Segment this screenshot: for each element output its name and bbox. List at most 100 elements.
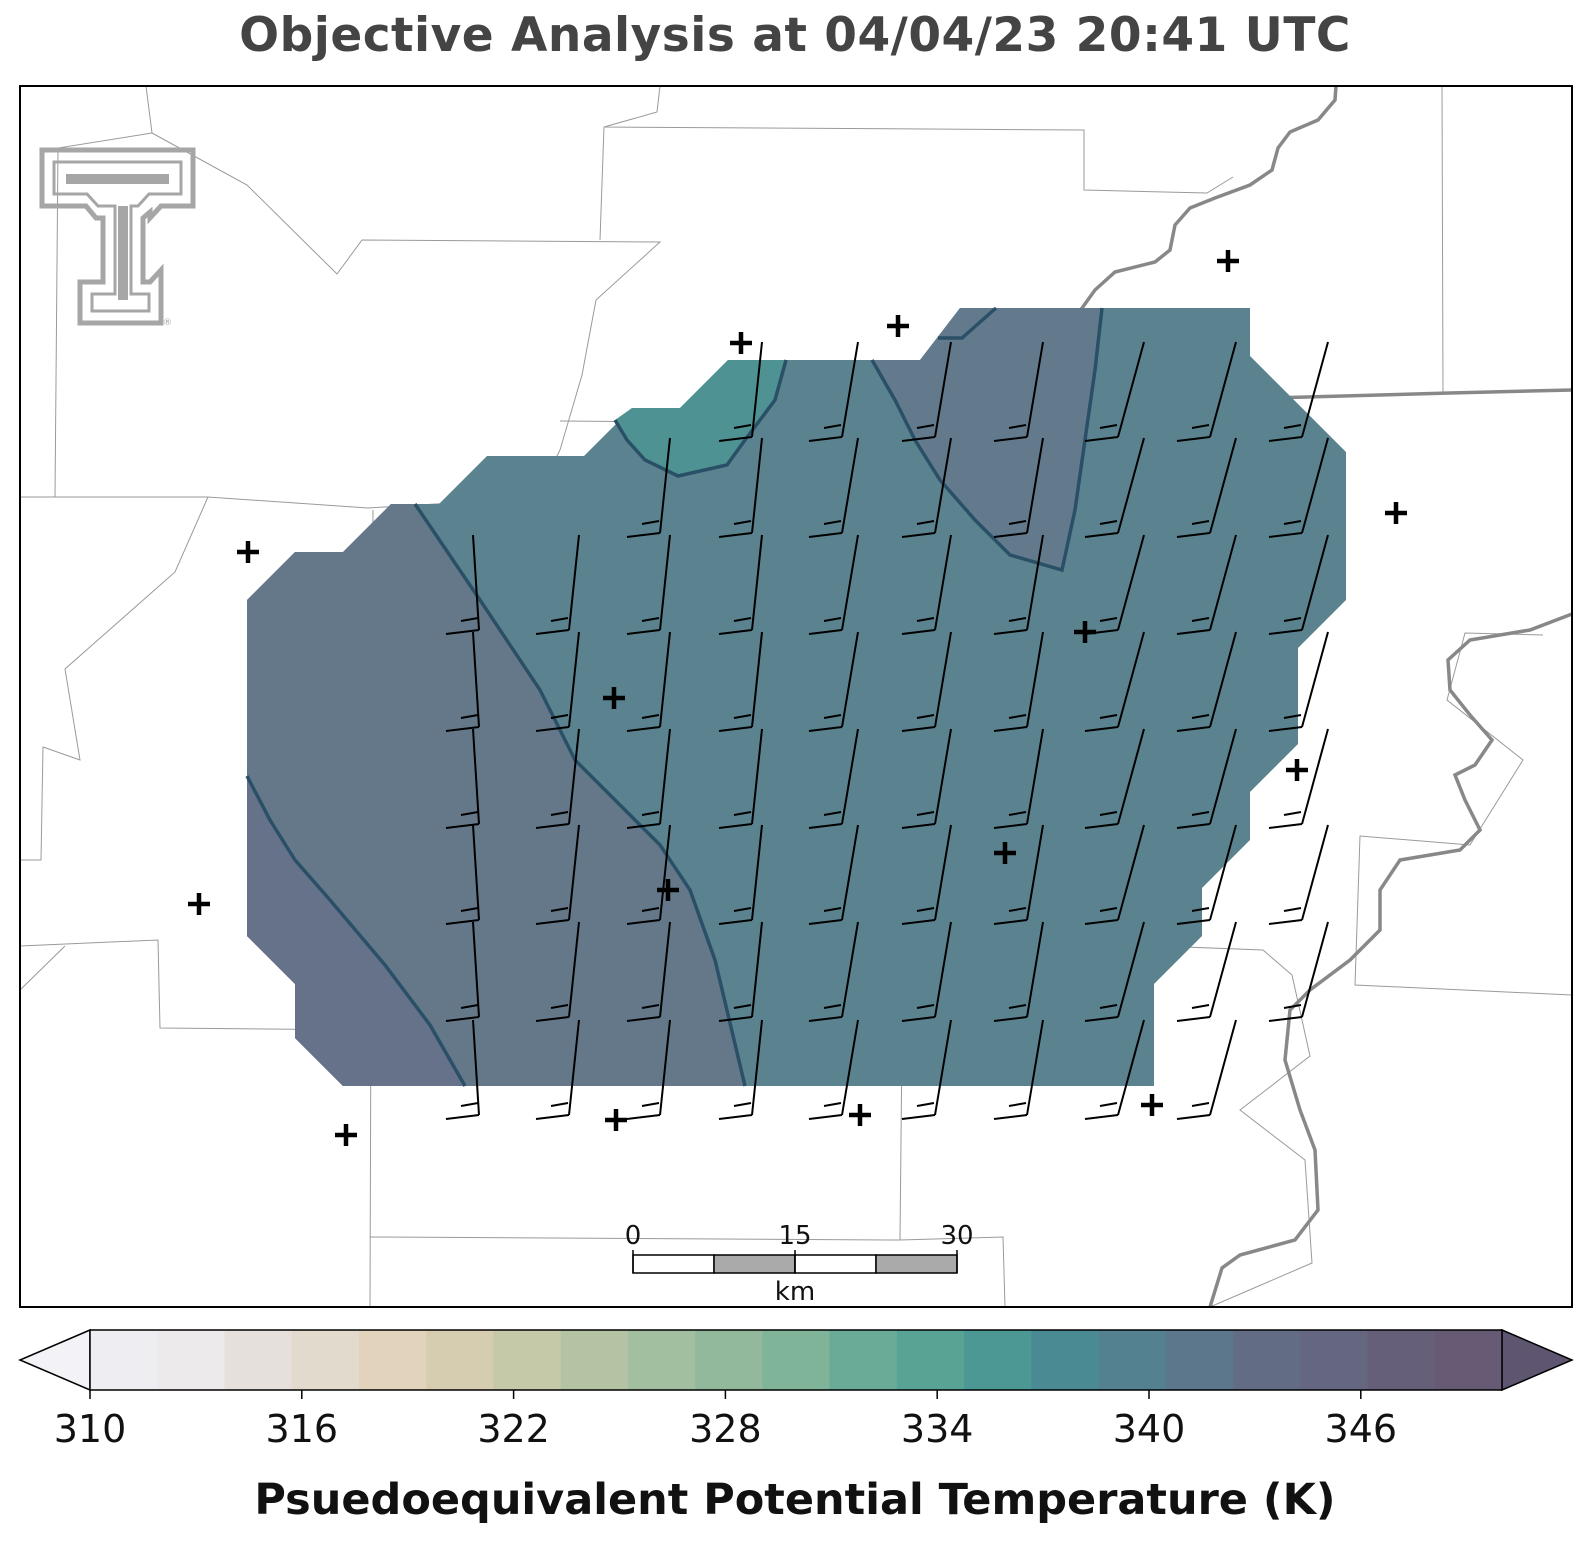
wind-barb	[993, 534, 1044, 635]
colorbar-extend-high	[1501, 1328, 1574, 1392]
wind-barb	[1176, 1019, 1237, 1120]
theta-e-fill-north	[615, 360, 786, 476]
wind-barb	[535, 534, 580, 635]
page-title: Objective Analysis at 04/04/23 20:41 UTC	[239, 8, 1351, 63]
colorbar-swatch	[1233, 1330, 1301, 1390]
wind-barb	[445, 631, 480, 732]
plus-icon	[887, 315, 909, 337]
colorbar-swatch	[493, 1330, 562, 1390]
colorbar-tick-label: 328	[689, 1407, 762, 1451]
wind-barb	[626, 824, 671, 925]
wind-barb	[1268, 631, 1329, 732]
wind-barb	[1084, 921, 1145, 1022]
wind-barb	[1268, 437, 1329, 538]
colorbar-swatch	[291, 1330, 360, 1390]
wind-barb	[1176, 728, 1237, 829]
wind-barb	[1268, 824, 1329, 925]
colorbar-tick-label: 322	[477, 1407, 550, 1451]
colorbar-label: Psuedoequivalent Potential Temperature (…	[254, 1475, 1336, 1525]
wind-barb	[993, 1019, 1044, 1120]
colorbar-swatch	[1098, 1330, 1167, 1390]
wind-barb	[1084, 341, 1145, 442]
wind-barb	[901, 437, 952, 538]
colorbar-tick-label: 340	[1113, 1407, 1186, 1451]
wind-barb	[901, 824, 952, 925]
plus-icon	[1385, 502, 1407, 524]
wind-barb	[1176, 631, 1237, 732]
wind-barb	[1268, 341, 1329, 442]
wind-barb	[718, 921, 763, 1022]
wind-barb	[808, 921, 859, 1022]
colorbar-swatch	[829, 1330, 898, 1390]
plus-icon	[1286, 759, 1308, 781]
plus-icon	[335, 1124, 357, 1146]
theta-e-fill-west	[247, 504, 745, 1086]
wind-barb	[1176, 341, 1237, 442]
colorbar-swatch	[695, 1330, 763, 1390]
plus-icon	[605, 1109, 627, 1131]
wind-barb	[1176, 824, 1237, 925]
plus-icon	[1217, 250, 1239, 272]
colorbar-swatch	[90, 1330, 158, 1390]
wind-barb	[993, 921, 1044, 1022]
wind-barb	[808, 631, 859, 732]
plus-icon	[730, 332, 752, 354]
colorbar-swatch	[627, 1330, 696, 1390]
plus-icon	[237, 541, 259, 563]
wind-barb	[445, 1019, 480, 1120]
wind-barb	[626, 1019, 671, 1120]
wind-barb	[718, 824, 763, 925]
wind-barb	[808, 341, 859, 442]
wind-barb	[901, 728, 952, 829]
wind-barb	[445, 534, 480, 635]
colorbar-swatch	[560, 1330, 629, 1390]
wind-barb	[1084, 1019, 1145, 1120]
station-markers	[188, 250, 1407, 1146]
theta-e-contours	[245, 306, 1104, 1087]
wind-barb	[626, 631, 671, 732]
wind-barb	[808, 534, 859, 635]
wind-barb	[808, 1019, 859, 1120]
wind-barb	[1268, 921, 1329, 1022]
wind-barb	[626, 534, 671, 635]
scale-unit: km	[775, 1277, 815, 1307]
wind-barb	[808, 728, 859, 829]
colorbar-frame	[89, 1329, 1503, 1391]
wind-barb	[901, 631, 952, 732]
wind-barb	[993, 437, 1044, 538]
wind-barb	[718, 728, 763, 829]
colorbar-swatch	[224, 1330, 293, 1390]
colorbar-tick-label: 316	[266, 1407, 339, 1451]
wind-barb	[718, 631, 763, 732]
theta-e-fill-northeast	[872, 308, 1102, 570]
wind-barb	[535, 824, 580, 925]
colorbar	[18, 1328, 1574, 1392]
colorbar-tick-label: 346	[1325, 1407, 1398, 1451]
wind-barb	[1176, 534, 1237, 635]
wind-barb	[1084, 631, 1145, 732]
plus-icon	[188, 893, 210, 915]
colorbar-tick-label: 334	[901, 1407, 974, 1451]
wind-barb	[535, 728, 580, 829]
plus-icon	[657, 879, 679, 901]
wind-barb	[1084, 437, 1145, 538]
colorbar-ticks: 310 316 322 328 334 340 346	[54, 1390, 1397, 1451]
wind-barb	[901, 534, 952, 635]
plus-icon	[603, 687, 625, 709]
map-frame	[19, 85, 1573, 1308]
wind-barb	[535, 631, 580, 732]
wind-barb	[445, 921, 480, 1022]
wind-barb	[718, 341, 763, 442]
wind-barb	[626, 728, 671, 829]
colorbar-swatch	[1300, 1330, 1369, 1390]
wind-barb	[993, 728, 1044, 829]
colorbar-swatch	[1031, 1330, 1100, 1390]
wind-barb	[901, 921, 952, 1022]
wind-barb	[1268, 728, 1329, 829]
colorbar-swatch	[157, 1330, 226, 1390]
wind-barb	[808, 824, 859, 925]
wind-barb	[901, 341, 952, 442]
wind-barb	[1176, 437, 1237, 538]
texas-tech-double-t-logo	[39, 147, 196, 326]
